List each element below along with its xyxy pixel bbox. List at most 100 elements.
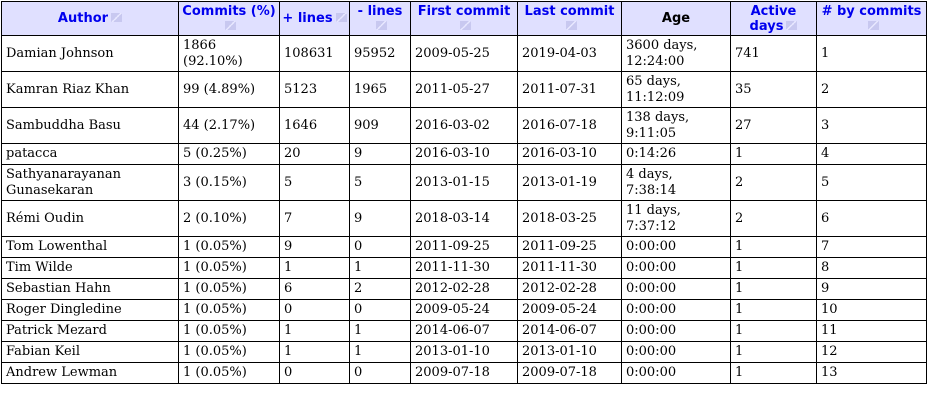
first-commit-cell: 2009-05-25 (410, 35, 518, 72)
header-row: Author Commits (%) + lines - lines First… (1, 1, 927, 36)
col-header-label: + lines (282, 11, 333, 26)
table-row: patacca 5 (0.25%) 20 9 2016-03-10 2016-0… (1, 143, 927, 165)
sort-toggle-icon[interactable] (460, 20, 471, 30)
col-header-first-commit[interactable]: First commit (410, 1, 518, 36)
sort-toggle-icon[interactable] (786, 20, 798, 30)
first-commit-cell: 2016-03-02 (410, 107, 518, 144)
active-days-cell: 35 (730, 71, 817, 108)
lines-removed-cell: 1 (349, 257, 411, 279)
col-header-lines-removed[interactable]: - lines (349, 1, 411, 36)
first-commit-cell: 2011-11-30 (410, 257, 518, 279)
rank-cell: 2 (816, 71, 927, 108)
age-cell: 0:00:00 (621, 341, 731, 363)
last-commit-cell: 2011-11-30 (517, 257, 622, 279)
last-commit-cell: 2016-03-10 (517, 143, 622, 165)
col-header-rank-by-commits[interactable]: # by commits (816, 1, 927, 36)
author-cell: Sathyanarayanan Gunasekaran (1, 164, 179, 201)
rank-cell: 9 (816, 278, 927, 300)
table-row: Patrick Mezard 1 (0.05%) 1 1 2014-06-07 … (1, 320, 927, 342)
col-header-age: Age (621, 1, 731, 36)
col-header-lines-added[interactable]: + lines (279, 1, 350, 36)
col-header-label: - lines (357, 3, 403, 19)
table-row: Rémi Oudin 2 (0.10%) 7 9 2018-03-14 2018… (1, 200, 927, 237)
rank-cell: 4 (816, 143, 927, 165)
col-header-label: # by commits (821, 3, 922, 19)
rank-cell: 10 (816, 299, 927, 321)
author-cell: Tim Wilde (1, 257, 179, 279)
table-row: Roger Dingledine 1 (0.05%) 0 0 2009-05-2… (1, 299, 927, 321)
sort-toggle-icon[interactable] (867, 20, 879, 30)
commits-cell: 5 (0.25%) (178, 143, 280, 165)
lines-removed-cell: 0 (349, 362, 411, 384)
lines-added-cell: 7 (279, 200, 350, 237)
table-row: Andrew Lewman 1 (0.05%) 0 0 2009-07-18 2… (1, 362, 927, 384)
active-days-cell: 2 (730, 164, 817, 201)
sort-toggle-icon[interactable] (111, 13, 123, 22)
lines-added-cell: 1 (279, 341, 350, 363)
last-commit-cell: 2014-06-07 (517, 320, 622, 342)
active-days-cell: 741 (730, 35, 817, 72)
sort-toggle-icon[interactable] (225, 20, 236, 30)
active-days-cell: 27 (730, 107, 817, 144)
commits-cell: 1 (0.05%) (178, 320, 280, 342)
age-cell: 0:00:00 (621, 320, 731, 342)
last-commit-cell: 2013-01-19 (517, 164, 622, 201)
first-commit-cell: 2009-07-18 (410, 362, 518, 384)
first-commit-cell: 2016-03-10 (410, 143, 518, 165)
author-cell: Rémi Oudin (1, 200, 179, 237)
active-days-cell: 1 (730, 278, 817, 300)
col-header-label: Age (661, 11, 691, 26)
commits-cell: 1 (0.05%) (178, 278, 280, 300)
first-commit-cell: 2009-05-24 (410, 299, 518, 321)
author-cell: Fabian Keil (1, 341, 179, 363)
age-cell: 138 days, 9:11:05 (621, 107, 731, 144)
rank-cell: 7 (816, 236, 927, 258)
age-cell: 0:00:00 (621, 299, 731, 321)
col-header-last-commit[interactable]: Last commit (517, 1, 622, 36)
sort-toggle-icon[interactable] (565, 20, 577, 30)
active-days-cell: 1 (730, 236, 817, 258)
last-commit-cell: 2009-07-18 (517, 362, 622, 384)
author-cell: Sambuddha Basu (1, 107, 179, 144)
active-days-cell: 1 (730, 299, 817, 321)
last-commit-cell: 2018-03-25 (517, 200, 622, 237)
age-cell: 11 days, 7:37:12 (621, 200, 731, 237)
lines-added-cell: 5 (279, 164, 350, 201)
commits-cell: 1 (0.05%) (178, 257, 280, 279)
sort-toggle-icon[interactable] (376, 20, 387, 30)
col-header-author[interactable]: Author (1, 1, 179, 36)
author-cell: Kamran Riaz Khan (1, 71, 179, 108)
lines-added-cell: 9 (279, 236, 350, 258)
age-cell: 0:00:00 (621, 278, 731, 300)
rank-cell: 8 (816, 257, 927, 279)
author-cell: Damian Johnson (1, 35, 179, 72)
col-header-label: First commit (417, 3, 511, 19)
lines-removed-cell: 1965 (349, 71, 411, 108)
lines-removed-cell: 1 (349, 320, 411, 342)
active-days-cell: 1 (730, 143, 817, 165)
col-header-commits[interactable]: Commits (%) (178, 1, 280, 36)
last-commit-cell: 2011-09-25 (517, 236, 622, 258)
age-cell: 0:00:00 (621, 236, 731, 258)
lines-removed-cell: 5 (349, 164, 411, 201)
author-cell: Andrew Lewman (1, 362, 179, 384)
rank-cell: 5 (816, 164, 927, 201)
table-row: Tim Wilde 1 (0.05%) 1 1 2011-11-30 2011-… (1, 257, 927, 279)
first-commit-cell: 2014-06-07 (410, 320, 518, 342)
table-row: Damian Johnson 1866 (92.10%) 108631 9595… (1, 35, 927, 72)
col-header-label: Active days (749, 3, 797, 34)
lines-removed-cell: 0 (349, 236, 411, 258)
active-days-cell: 1 (730, 362, 817, 384)
sort-toggle-icon[interactable] (335, 13, 347, 22)
commits-cell: 1 (0.05%) (178, 236, 280, 258)
rank-cell: 11 (816, 320, 927, 342)
first-commit-cell: 2013-01-15 (410, 164, 518, 201)
table-row: Sambuddha Basu 44 (2.17%) 1646 909 2016-… (1, 107, 927, 144)
lines-removed-cell: 2 (349, 278, 411, 300)
age-cell: 0:14:26 (621, 143, 731, 165)
col-header-active-days[interactable]: Active days (730, 1, 817, 36)
lines-removed-cell: 9 (349, 200, 411, 237)
commits-cell: 1 (0.05%) (178, 341, 280, 363)
commits-cell: 99 (4.89%) (178, 71, 280, 108)
table-row: Sebastian Hahn 1 (0.05%) 6 2 2012-02-28 … (1, 278, 927, 300)
